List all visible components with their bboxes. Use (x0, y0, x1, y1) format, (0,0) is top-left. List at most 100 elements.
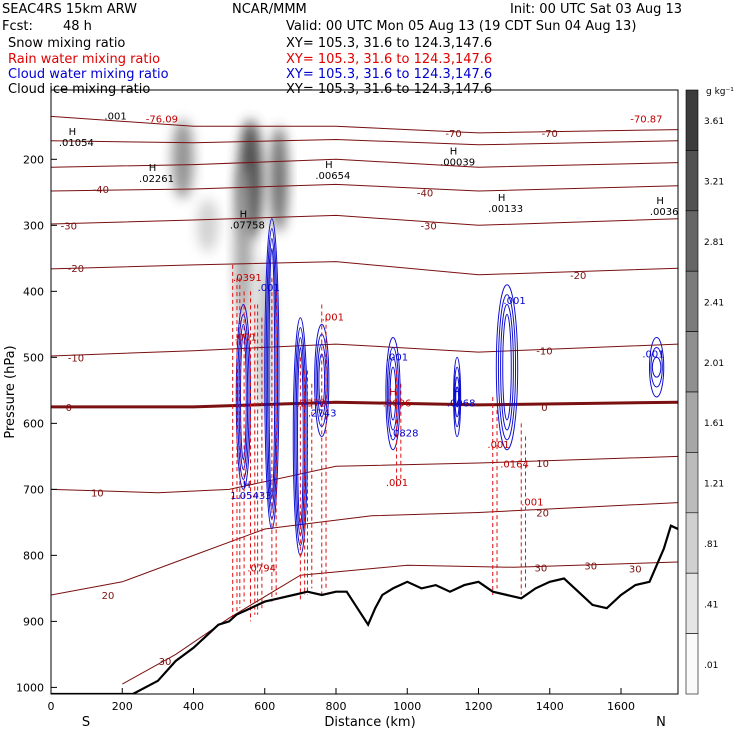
colorbar-bin-8 (685, 572, 699, 634)
isotherm-label-2: -30 (61, 221, 77, 232)
terrain-profile (51, 524, 678, 694)
colorbar-tick-1: 3.21 (704, 178, 724, 188)
cloud-contour-6-1 (497, 294, 517, 441)
colorbar-bin-0 (685, 89, 699, 151)
terrain-line (51, 524, 678, 694)
y-tick-label-500: 500 (23, 351, 44, 364)
colorbar-bin-9 (685, 633, 699, 695)
y-tick-label-300: 300 (23, 219, 44, 232)
south-label: S (82, 715, 90, 730)
max-value-1: .02261 (139, 174, 174, 185)
y-tick-label-800: 800 (23, 549, 44, 562)
colorbar-tick-8: .41 (704, 600, 718, 610)
cloud-contour-5-2 (454, 376, 460, 418)
max-marker-4: H (498, 193, 506, 204)
colorbar-tick-3: 2.41 (704, 298, 724, 308)
shading-blob-3 (234, 165, 253, 325)
model-title: SEAC4RS 15km ARW (2, 2, 138, 17)
cloud-contour-1-0 (264, 218, 280, 530)
x-tick-label-1600: 1600 (607, 700, 635, 713)
x-tick-label-1000: 1000 (393, 700, 421, 713)
valid-time: Valid: 00 UTC Mon 05 Aug 13 (19 CDT Sun … (286, 19, 637, 34)
org-label: NCAR/MMM (232, 2, 307, 17)
isotherm-label-17: 10 (91, 489, 104, 500)
isotherm-label-6: -20 (570, 271, 586, 282)
max-value-24: .0794 (247, 564, 276, 575)
cloud-contour-0-1 (237, 313, 250, 480)
max-value-25: .001 (104, 111, 126, 122)
isotherm--30 (51, 214, 678, 226)
x-axis-label: Distance (km) (324, 715, 415, 730)
x-tick-label-800: 800 (326, 700, 347, 713)
x-tick-label-200: 200 (112, 700, 133, 713)
cloud-contour-4-1 (386, 346, 400, 441)
max-value-7: 1.05433 (230, 491, 271, 502)
isotherm-label-4: 0 (66, 403, 72, 414)
max-value-17: .001 (386, 352, 408, 363)
cloud-contour-4-3 (389, 366, 397, 421)
forecast-hour: 48 h (63, 19, 92, 34)
max-marker-3: H (450, 147, 458, 158)
colorbar-bin-7 (685, 512, 699, 574)
cloud-contour-6-2 (500, 304, 514, 431)
x-tick-label-400: 400 (183, 700, 204, 713)
max-value-5: .0036 (650, 207, 679, 218)
isotherm-label-12: 20 (536, 508, 549, 519)
max-marker-2: H (325, 160, 333, 171)
colorbar-bin-2 (685, 210, 699, 272)
cloud-contour-6-0 (495, 284, 519, 451)
x-tick-label-600: 600 (254, 700, 275, 713)
field-snow-xy: XY= 105.3, 31.6 to 124.3,147.6 (286, 36, 493, 51)
max-marker-6: H (240, 209, 248, 220)
max-value-18: .001 (521, 498, 543, 509)
y-tick-label-900: 900 (23, 615, 44, 628)
y-tick-label-700: 700 (23, 483, 44, 496)
isotherm-label-8: -40 (417, 188, 433, 199)
max-marker-7: H (243, 480, 251, 491)
cloud-contour-3-0 (314, 323, 330, 438)
colorbar-tick-7: .81 (704, 540, 718, 550)
y-tick-label-600: 600 (23, 417, 44, 430)
max-value-21: .001 (258, 283, 280, 294)
plot-frame (50, 89, 679, 695)
cloud-contour-1-3 (268, 247, 276, 500)
cloud-contour-5-3 (455, 386, 460, 408)
isotherm-label-10: -70 (542, 129, 558, 140)
max-value-14: .001 (487, 440, 509, 451)
max-value-9: .0096 (383, 399, 412, 410)
cloud-contour-7-1 (650, 346, 663, 388)
isotherm--50 (51, 158, 678, 168)
isotherm-10 (51, 455, 678, 494)
x-tick-label-0: 0 (48, 700, 55, 713)
colorbar-bin-4 (685, 331, 699, 393)
max-value-26: -76.09 (146, 115, 178, 126)
max-value-6: .07758 (230, 220, 265, 231)
isotherm--70 (51, 115, 678, 134)
field-rain-xy: XY= 105.3, 31.6 to 124.3,147.6 (286, 52, 493, 67)
max-value-16: .001 (503, 296, 525, 307)
x-tick-label-1200: 1200 (465, 700, 493, 713)
cloud-contour-7-2 (651, 356, 662, 378)
max-marker-9: H (389, 388, 397, 399)
y-tick-label-400: 400 (23, 285, 44, 298)
shading-blob-2 (270, 126, 288, 232)
max-value-3: .00039 (440, 158, 475, 169)
isotherm-label-19: 0 (541, 403, 547, 414)
isotherm--60 (51, 138, 678, 146)
max-marker-8: H (453, 388, 461, 399)
isotherm--10 (51, 343, 678, 357)
colorbar-tick-0: 3.61 (704, 117, 724, 127)
y-tick-label-1000: 1000 (16, 681, 44, 694)
max-value-19: .001 (386, 478, 408, 489)
max-value-12: .2372 (297, 399, 326, 410)
colorbar-bin-1 (685, 150, 699, 212)
isotherm--40 (51, 183, 678, 192)
cloud-contour-7-0 (649, 337, 665, 398)
colorbar-tick-2: 2.81 (704, 238, 724, 248)
colorbar-tick-4: 2.01 (704, 359, 724, 369)
cloud-contour-5-1 (453, 366, 461, 428)
max-value-4: .00133 (488, 204, 523, 215)
isotherm-label-1: -20 (68, 264, 84, 275)
max-value-23: .001 (234, 333, 256, 344)
isotherm-label-9: -70 (445, 129, 461, 140)
